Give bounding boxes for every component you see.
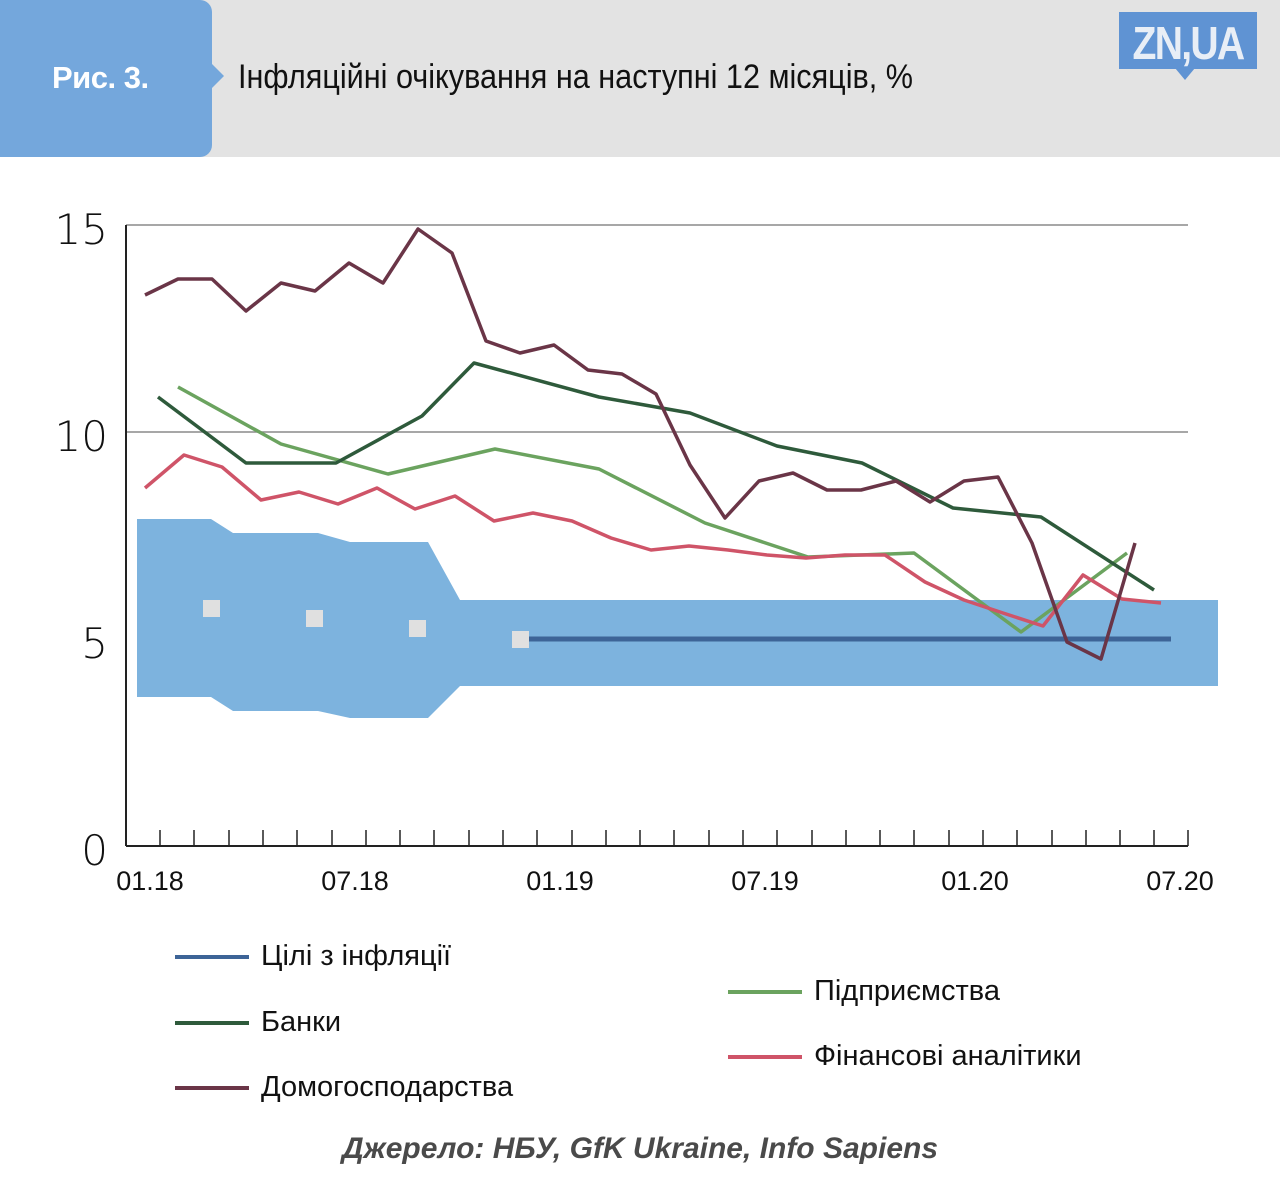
x-tick-label: 01.18 [116, 866, 184, 896]
legend-item-analysts: Фінансові аналітики [728, 1040, 1082, 1073]
series-banks [156, 361, 1155, 592]
x-tick-label: 07.18 [321, 866, 389, 896]
series-analysts [143, 453, 1162, 628]
target-marker [409, 620, 426, 637]
y-tick-5: 5 [81, 619, 108, 668]
legend-swatch [728, 990, 802, 995]
zn-ua-logo[interactable]: ZN,UA [1119, 12, 1257, 69]
header-bar: Рис. 3. Інфляційні очікування на наступн… [0, 0, 1280, 157]
x-tick-label: 07.19 [731, 866, 799, 896]
legend-item-banks: Банки [175, 1006, 341, 1039]
legend-item-enterprises: Підприємства [728, 975, 1000, 1008]
logo-text: ZN,UA [1132, 17, 1246, 69]
x-tick-label: 07.20 [1146, 866, 1214, 896]
series-enterprises [177, 385, 1129, 634]
tab-arrow-icon [210, 62, 224, 90]
legend-item-targets: Цілі з інфляції [175, 940, 451, 973]
legend-swatch [728, 1055, 802, 1060]
speech-bubble-tail-icon [1175, 68, 1195, 80]
legend-swatch [175, 955, 249, 960]
x-tick-label: 01.20 [941, 866, 1009, 896]
x-ticks [159, 830, 1189, 846]
target-band [137, 519, 1218, 718]
y-tick-15: 15 [55, 205, 108, 254]
figure-label: Рис. 3. [52, 60, 149, 95]
target-marker [512, 631, 529, 648]
legend-swatch [175, 1021, 249, 1026]
figure-tab: Рис. 3. [0, 0, 212, 157]
target-marker [203, 600, 220, 617]
source-note: Джерело: НБУ, GfK Ukraine, Info Sapiens [341, 1132, 939, 1165]
x-tick-label: 01.19 [526, 866, 594, 896]
series-households [144, 227, 1137, 661]
y-tick-0: 0 [81, 826, 108, 875]
chart-title: Інфляційні очікування на наступні 12 міс… [238, 58, 913, 96]
target-marker [306, 610, 323, 627]
y-tick-10: 10 [55, 412, 108, 461]
line-chart: 15 10 5 0 01.18 07.18 01.19 07.19 01.20 … [55, 205, 1218, 896]
legend-swatch [175, 1086, 249, 1091]
legend-item-households: Домогосподарства [175, 1071, 513, 1104]
